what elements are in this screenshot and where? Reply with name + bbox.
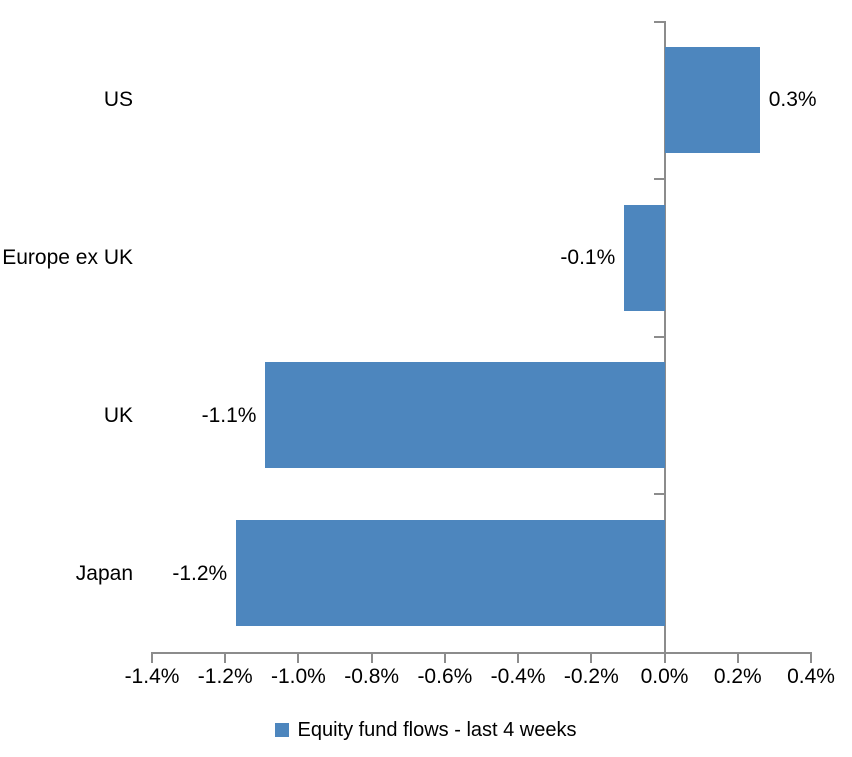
x-tick-label: 0.2% [713,665,762,688]
x-tick-label: -0.2% [563,665,619,688]
data-label-japan: -1.2% [172,561,228,585]
x-tick-label: -1.2% [197,665,253,688]
category-tick-mark [653,335,664,338]
category-label-europe-ex-uk: Europe ex UK [2,246,133,270]
category-label-us: US [103,88,133,112]
legend: Equity fund flows - last 4 weeks [0,714,852,746]
bar-japan [236,520,665,627]
category-tick-mark [653,493,664,496]
x-tick-label: -0.4% [490,665,546,688]
x-tick-mark [517,652,520,663]
x-tick-mark [297,652,300,663]
bar-us [664,46,760,153]
category-label-japan: Japan [75,561,133,585]
x-tick-label: -0.6% [417,665,473,688]
x-tick-mark [370,652,373,663]
category-axis-line [663,21,666,652]
x-tick-label: 0.4% [787,665,835,688]
category-label-uk: UK [103,403,133,427]
x-tick-mark [224,652,227,663]
data-label-us: 0.3% [768,88,817,112]
category-tick-mark [653,21,664,23]
x-tick-mark [810,652,812,663]
legend-label: Equity fund flows - last 4 weeks [297,719,577,741]
x-tick-label: -1.4% [124,665,180,688]
x-tick-label: 0.0% [640,665,689,688]
data-label-uk: -1.1% [201,403,257,427]
category-tick-mark [653,177,664,180]
x-tick-mark [663,652,666,663]
x-tick-mark [590,652,593,663]
bar-uk [265,362,665,469]
x-tick-mark [151,652,153,663]
x-tick-label: -0.8% [344,665,400,688]
value-axis-line [151,652,812,654]
legend-swatch-icon [275,723,290,737]
x-tick-label: -1.0% [271,665,326,688]
x-tick-mark [443,652,446,663]
x-tick-mark [736,652,739,663]
bar-europe-ex-uk [624,204,665,311]
data-label-europe-ex-uk: -0.1% [560,246,616,270]
